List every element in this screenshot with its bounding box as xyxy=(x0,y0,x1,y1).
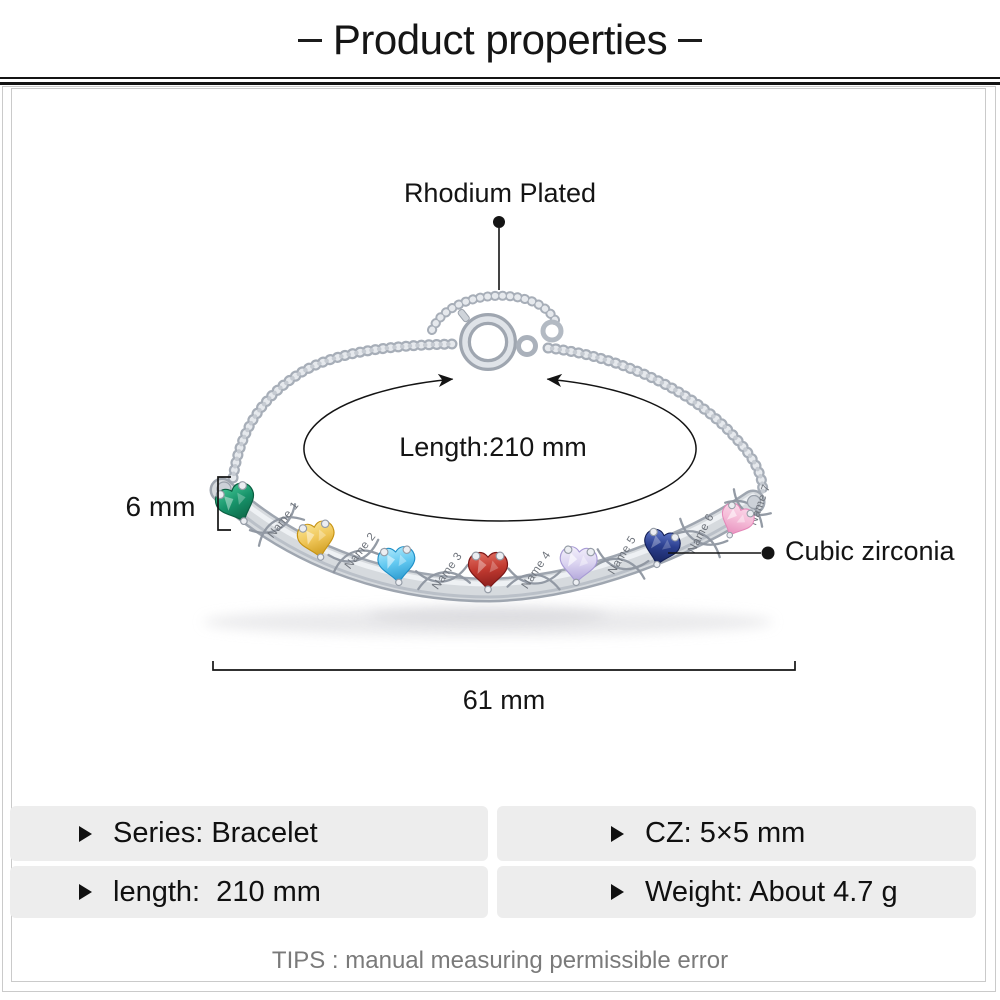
height-bracket-icon xyxy=(217,476,231,531)
spec-cell-weight: Weight: About 4.7 g xyxy=(497,866,976,918)
spec-length-text: length: 210 mm xyxy=(113,875,321,908)
spec-series-text: Series: Bracelet xyxy=(113,817,318,849)
stone-blue-heart-icon xyxy=(644,527,681,569)
bullet-arrow-icon xyxy=(79,825,92,842)
header-rule-thin xyxy=(0,77,1000,79)
chain-left-icon xyxy=(227,338,458,484)
title-bar: Product properties xyxy=(0,12,1000,68)
spec-cell-series: Series: Bracelet xyxy=(10,806,488,861)
stone-lavender-heart-icon xyxy=(559,545,598,587)
length-ellipse-arrows-icon xyxy=(303,373,697,522)
title-dash-right xyxy=(678,38,703,42)
material-pointer-icon xyxy=(668,546,775,560)
clasp-icon xyxy=(457,308,538,371)
title-dash-left xyxy=(297,38,322,42)
bullet-arrow-icon xyxy=(611,825,624,842)
inner-frame xyxy=(11,88,986,982)
stone-pink-heart-icon xyxy=(721,501,755,539)
bullet-arrow-icon xyxy=(611,884,624,900)
band-width-label: 61 mm xyxy=(462,685,546,715)
chain xyxy=(227,290,769,500)
stone-red-heart-icon xyxy=(467,551,509,594)
page-title: Product properties xyxy=(332,16,668,63)
chain-right-icon xyxy=(542,342,769,500)
spec-cz-text: CZ: 5×5 mm xyxy=(645,817,806,849)
extension-chain-icon xyxy=(427,290,564,343)
spec-table: Series: Bracelet CZ: 5×5 mm length: 210 … xyxy=(10,806,976,918)
outer-frame xyxy=(2,86,996,992)
plating-label: Rhodium Plated xyxy=(403,178,597,208)
plating-pointer-icon xyxy=(493,216,505,290)
annotations xyxy=(212,216,796,671)
spec-cell-cz: CZ: 5×5 mm xyxy=(497,806,976,861)
spec-weight-text: Weight: About 4.7 g xyxy=(645,875,898,908)
stone-yellow-heart-icon xyxy=(296,519,335,561)
bracelet-shadow xyxy=(203,607,773,636)
inner-length-label: Length:210 mm xyxy=(399,432,587,462)
tips-note: TIPS : manual measuring permissible erro… xyxy=(271,947,729,974)
stone-height-label: 6 mm xyxy=(125,491,196,522)
header-rule-thick xyxy=(0,82,1000,85)
bullet-arrow-icon xyxy=(79,884,92,900)
width-measure-icon xyxy=(212,661,796,671)
stone-aqua-heart-icon xyxy=(377,545,416,587)
spec-cell-length: length: 210 mm xyxy=(10,866,488,918)
stone-material-label: Cubic zirconia xyxy=(785,536,955,566)
